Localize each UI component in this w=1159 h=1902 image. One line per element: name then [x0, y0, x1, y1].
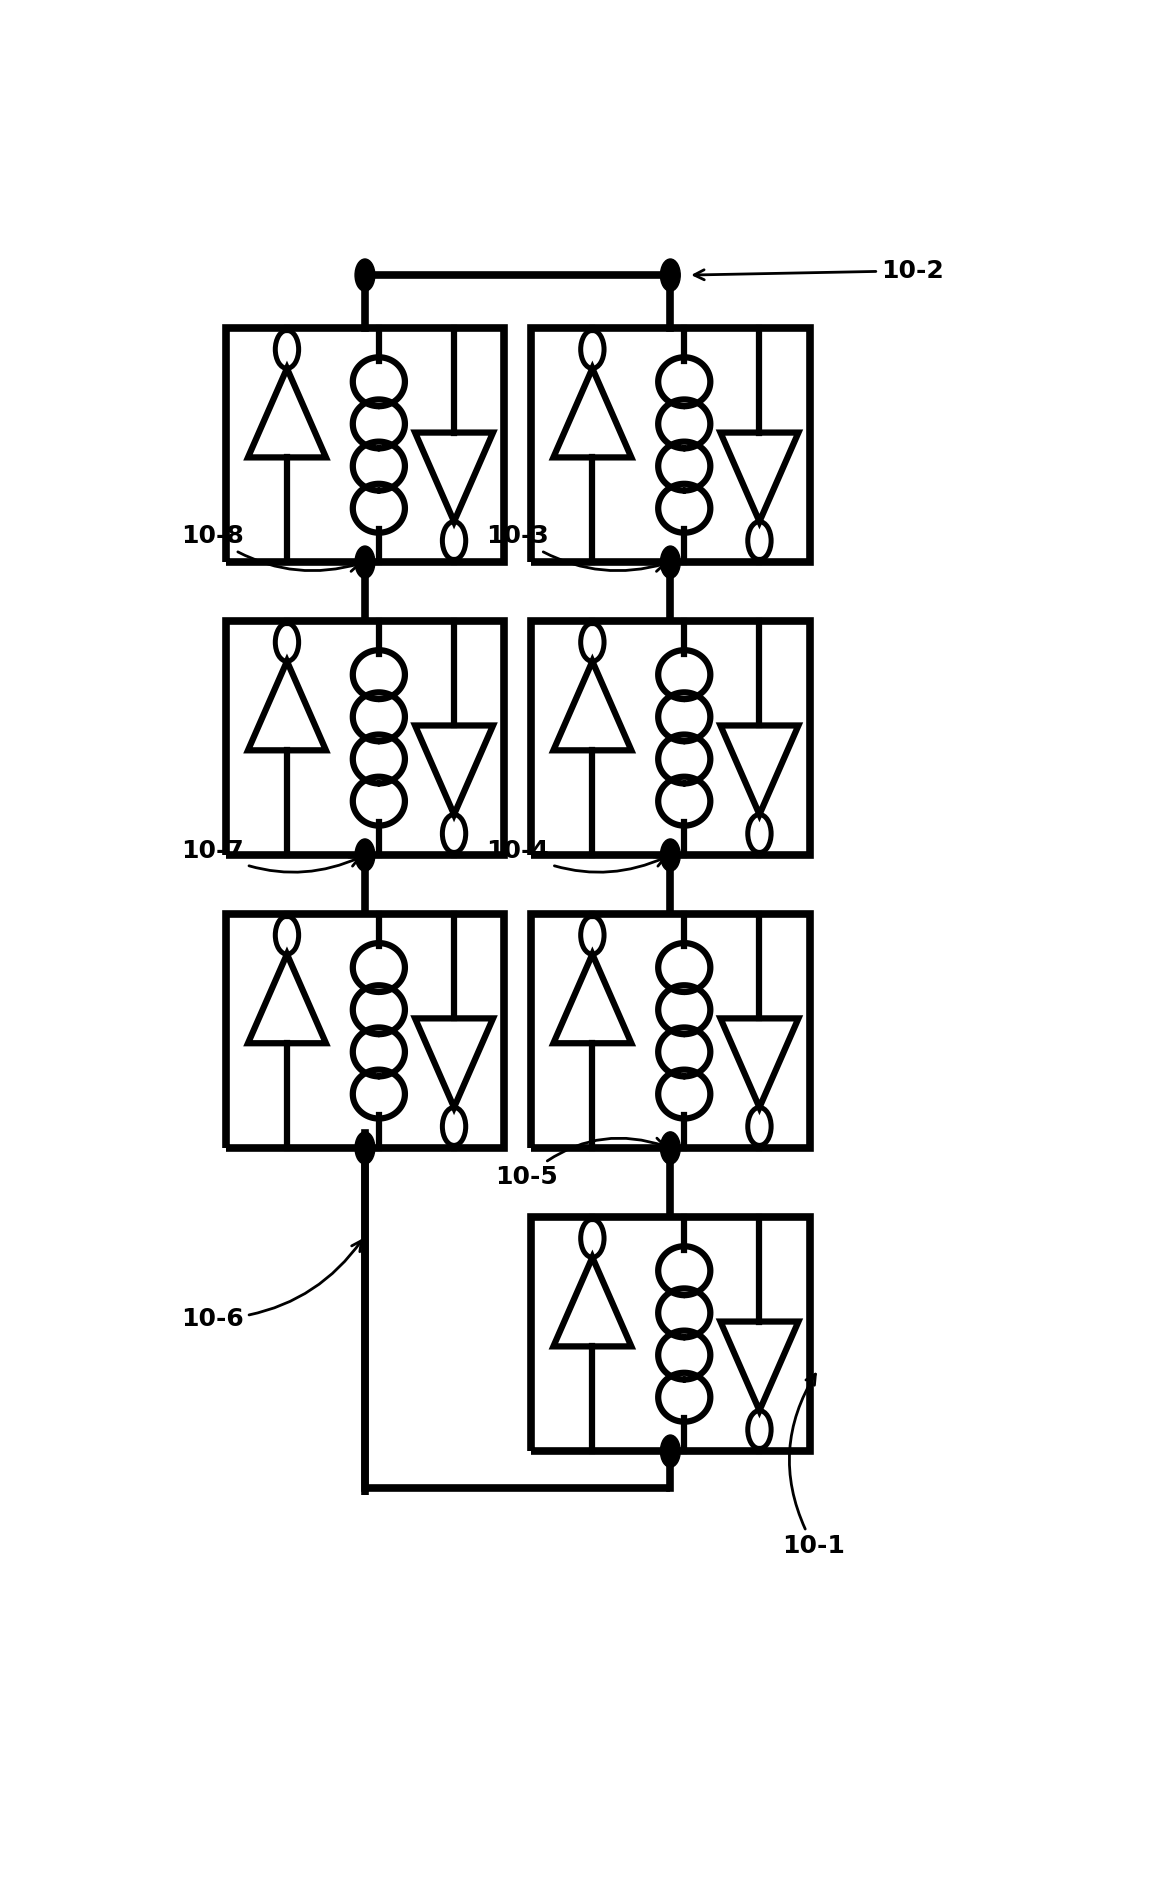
- Circle shape: [661, 839, 680, 871]
- Text: 10-3: 10-3: [487, 523, 665, 571]
- Circle shape: [355, 839, 374, 871]
- Text: 10-4: 10-4: [487, 839, 665, 873]
- Text: 10-2: 10-2: [694, 259, 945, 283]
- Circle shape: [661, 259, 680, 291]
- Circle shape: [661, 546, 680, 578]
- Circle shape: [355, 546, 374, 578]
- Text: 10-6: 10-6: [181, 1240, 362, 1331]
- Text: 10-8: 10-8: [181, 523, 359, 571]
- Circle shape: [661, 1434, 680, 1466]
- Text: 10-7: 10-7: [181, 839, 359, 873]
- Circle shape: [355, 1132, 374, 1164]
- Circle shape: [355, 259, 374, 291]
- Circle shape: [661, 1132, 680, 1164]
- Text: 10-5: 10-5: [495, 1137, 665, 1189]
- Text: 10-1: 10-1: [782, 1373, 845, 1558]
